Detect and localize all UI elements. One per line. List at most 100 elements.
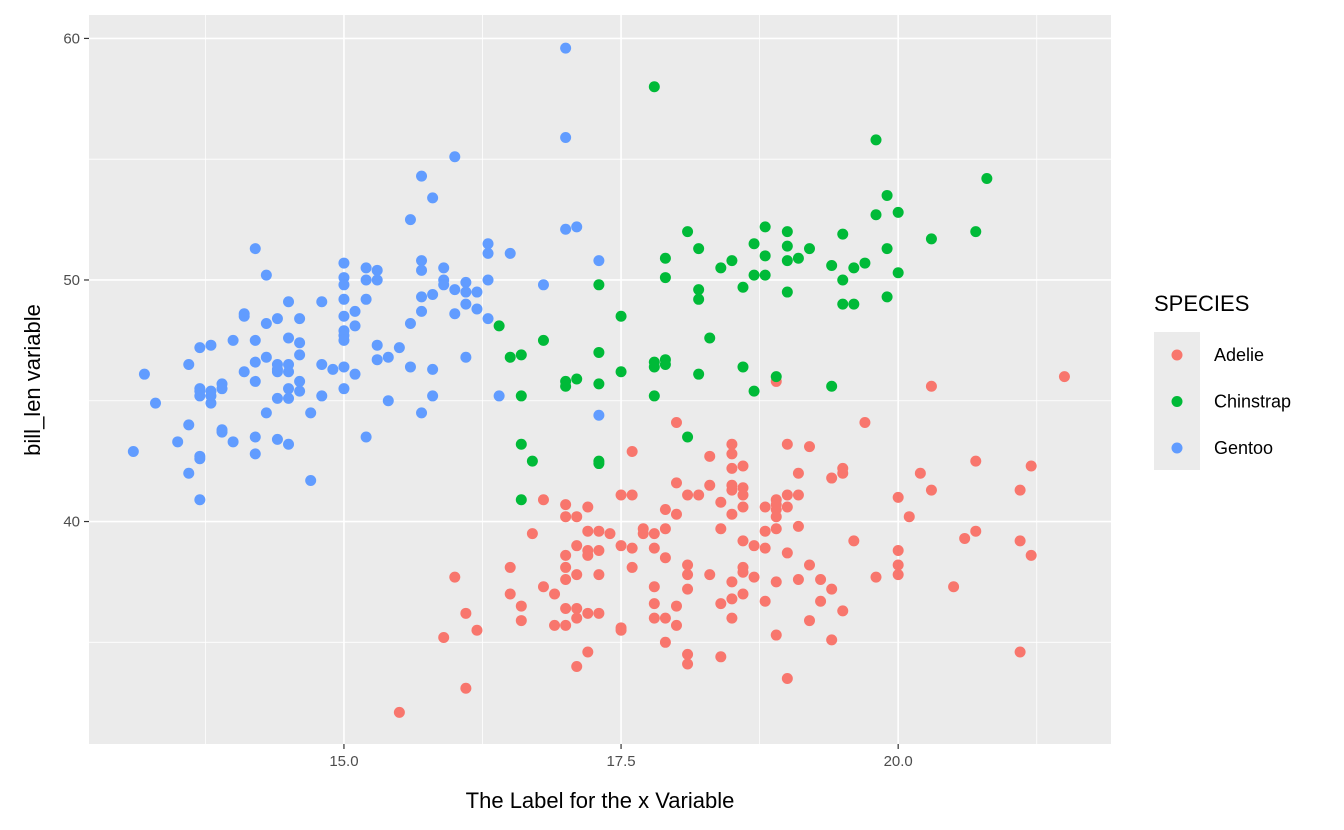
point-adelie xyxy=(648,581,660,593)
point-adelie xyxy=(560,511,572,523)
point-gentoo xyxy=(360,431,372,443)
point-chinstrap xyxy=(925,233,937,245)
point-gentoo xyxy=(560,131,572,143)
point-gentoo xyxy=(427,363,439,375)
point-chinstrap xyxy=(870,134,882,146)
point-gentoo xyxy=(283,366,295,378)
point-chinstrap xyxy=(859,257,871,269)
point-adelie xyxy=(781,489,793,501)
point-adelie xyxy=(560,561,572,573)
point-gentoo xyxy=(194,390,206,402)
point-adelie xyxy=(560,619,572,631)
point-gentoo xyxy=(271,366,283,378)
point-gentoo xyxy=(360,274,372,286)
point-adelie xyxy=(615,624,627,636)
point-gentoo xyxy=(260,351,272,363)
point-gentoo xyxy=(349,305,361,317)
point-chinstrap xyxy=(848,298,860,310)
point-adelie xyxy=(515,600,527,612)
point-adelie xyxy=(726,448,738,460)
x-tick-label: 20.0 xyxy=(884,753,913,770)
legend-label-chinstrap: Chinstrap xyxy=(1214,392,1291,412)
point-adelie xyxy=(537,581,549,593)
point-gentoo xyxy=(249,431,261,443)
point-adelie xyxy=(759,542,771,554)
point-adelie xyxy=(560,602,572,614)
point-adelie xyxy=(792,520,804,532)
point-adelie xyxy=(737,588,749,600)
point-gentoo xyxy=(482,313,494,325)
point-gentoo xyxy=(316,296,328,308)
point-adelie xyxy=(593,607,605,619)
point-adelie xyxy=(560,499,572,511)
point-adelie xyxy=(648,612,660,624)
point-gentoo xyxy=(593,255,605,267)
point-adelie xyxy=(670,600,682,612)
point-chinstrap xyxy=(737,281,749,293)
point-adelie xyxy=(826,583,838,595)
point-gentoo xyxy=(482,274,494,286)
point-adelie xyxy=(748,571,760,583)
point-chinstrap xyxy=(615,310,627,322)
point-adelie xyxy=(571,612,583,624)
point-chinstrap xyxy=(981,173,993,185)
point-adelie xyxy=(637,528,649,540)
point-gentoo xyxy=(283,392,295,404)
point-adelie xyxy=(925,380,937,392)
point-adelie xyxy=(737,460,749,472)
point-adelie xyxy=(549,588,561,600)
point-chinstrap xyxy=(759,221,771,233)
point-adelie xyxy=(837,605,849,617)
point-gentoo xyxy=(416,255,428,267)
point-chinstrap xyxy=(781,226,793,238)
point-chinstrap xyxy=(737,361,749,373)
point-chinstrap xyxy=(759,269,771,281)
point-chinstrap xyxy=(726,255,738,267)
point-chinstrap xyxy=(648,81,660,93)
point-adelie xyxy=(670,619,682,631)
point-gentoo xyxy=(427,390,439,402)
point-adelie xyxy=(682,658,694,670)
point-gentoo xyxy=(271,313,283,325)
point-adelie xyxy=(737,501,749,513)
point-adelie xyxy=(803,441,815,453)
point-adelie xyxy=(737,489,749,501)
point-chinstrap xyxy=(892,267,904,279)
point-chinstrap xyxy=(803,243,815,255)
point-chinstrap xyxy=(781,255,793,267)
point-chinstrap xyxy=(659,252,671,264)
legend-key-gentoo xyxy=(1171,442,1183,454)
point-gentoo xyxy=(427,288,439,300)
point-gentoo xyxy=(537,279,549,291)
point-adelie xyxy=(792,467,804,479)
point-gentoo xyxy=(460,298,472,310)
point-adelie xyxy=(715,651,727,663)
point-adelie xyxy=(593,525,605,537)
point-chinstrap xyxy=(781,240,793,252)
point-gentoo xyxy=(205,397,217,409)
point-adelie xyxy=(870,571,882,583)
legend-label-gentoo: Gentoo xyxy=(1214,438,1273,458)
point-adelie xyxy=(670,416,682,428)
point-adelie xyxy=(449,571,461,583)
legend-key-adelie xyxy=(1171,349,1183,361)
point-chinstrap xyxy=(659,359,671,371)
point-gentoo xyxy=(316,359,328,371)
point-gentoo xyxy=(249,448,261,460)
point-adelie xyxy=(682,583,694,595)
point-adelie xyxy=(626,561,638,573)
point-gentoo xyxy=(404,317,416,329)
point-adelie xyxy=(471,624,483,636)
point-chinstrap xyxy=(593,458,605,470)
point-adelie xyxy=(571,569,583,581)
point-gentoo xyxy=(260,317,272,329)
point-chinstrap xyxy=(659,272,671,284)
point-gentoo xyxy=(449,308,461,320)
point-gentoo xyxy=(416,305,428,317)
point-gentoo xyxy=(393,342,405,354)
point-gentoo xyxy=(427,192,439,204)
point-gentoo xyxy=(216,383,228,395)
point-gentoo xyxy=(183,359,195,371)
point-gentoo xyxy=(416,170,428,182)
